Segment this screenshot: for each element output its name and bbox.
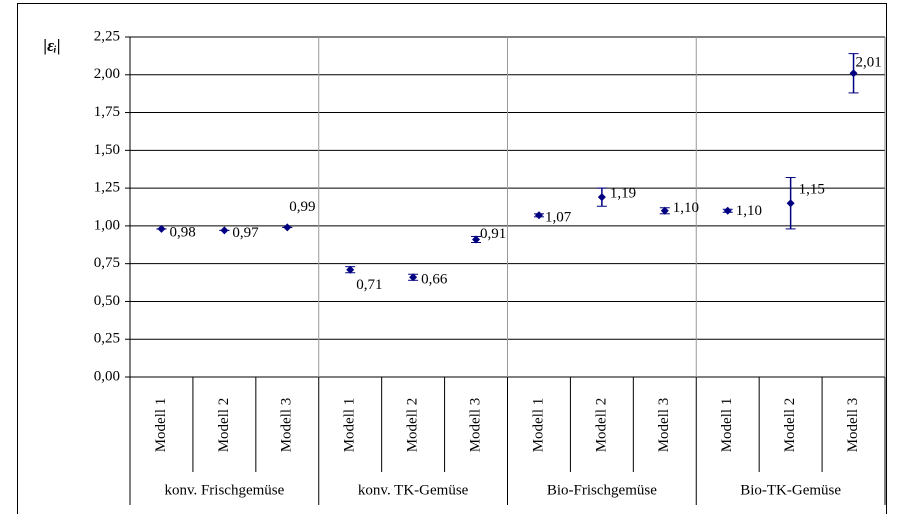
value-label: 1,10: [673, 200, 699, 216]
value-label: 1,07: [545, 210, 572, 226]
x-tick-label: Modell 2: [216, 398, 232, 453]
data-point: [849, 69, 858, 78]
x-tick-label: Modell 2: [782, 398, 798, 453]
y-tick-label: 2,00: [94, 66, 120, 82]
value-label: 2,01: [856, 55, 882, 71]
data-point: [157, 224, 166, 233]
x-tick-label: Modell 1: [342, 398, 358, 453]
x-tick-label: Modell 2: [405, 398, 421, 453]
value-label: 0,98: [169, 224, 195, 240]
x-tick-label: Modell 3: [845, 398, 861, 453]
value-label: 0,99: [289, 199, 315, 215]
x-tick-label: Modell 2: [593, 398, 609, 453]
y-axis-label: |εᵢ|: [43, 36, 60, 55]
y-tick-label: 0,50: [94, 293, 120, 309]
value-label: 0,97: [232, 225, 259, 241]
x-tick-label: Modell 1: [153, 398, 169, 453]
data-point: [660, 206, 669, 215]
y-tick-label: 1,25: [94, 180, 120, 196]
y-tick-label: 1,75: [94, 104, 120, 120]
y-tick-label: 0,00: [94, 368, 120, 384]
x-tick-label: Modell 3: [467, 398, 483, 453]
y-tick-label: 1,00: [94, 217, 120, 233]
x-tick-label: Modell 1: [530, 398, 546, 453]
data-point: [220, 226, 229, 235]
y-tick-label: 0,75: [94, 255, 120, 271]
y-tick-label: 0,25: [94, 331, 120, 347]
data-point: [346, 265, 355, 274]
x-tick-label: Modell 3: [656, 398, 672, 453]
data-point: [534, 211, 543, 220]
data-point: [472, 235, 481, 244]
data-point: [283, 223, 292, 232]
group-label: Bio-TK-Gemüse: [740, 482, 841, 498]
data-point: [597, 193, 606, 202]
y-tick-label: 1,50: [94, 142, 120, 158]
group-label: Bio-Frischgemüse: [547, 482, 657, 498]
group-label: konv. TK-Gemüse: [358, 482, 469, 498]
value-label: 1,19: [610, 186, 636, 202]
value-label: 1,10: [736, 203, 762, 219]
x-tick-label: Modell 3: [279, 398, 295, 453]
data-point: [786, 199, 795, 208]
value-label: 0,91: [480, 226, 506, 242]
data-point: [409, 273, 418, 282]
value-label: 0,66: [421, 272, 448, 288]
value-label: 1,15: [799, 182, 825, 198]
x-tick-label: Modell 1: [719, 398, 735, 453]
group-label: konv. Frischgemüse: [164, 482, 284, 498]
y-tick-label: 2,25: [94, 28, 120, 44]
data-point: [723, 206, 732, 215]
value-label: 0,71: [356, 277, 382, 293]
chart-frame: [17, 3, 887, 519]
